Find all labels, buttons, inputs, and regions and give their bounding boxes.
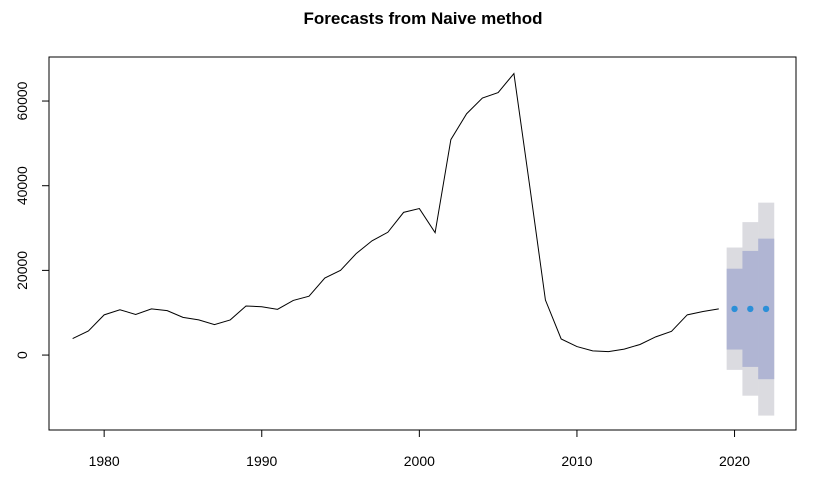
forecast-point-2020 (731, 305, 738, 313)
x-tick-label-1990: 1990 (246, 453, 277, 469)
forecast-point-2022 (762, 305, 770, 313)
x-tick-label-1980: 1980 (89, 453, 120, 469)
y-axis: 0 20000 40000 60000 (14, 81, 50, 359)
y-tick-label-40000: 40000 (14, 166, 30, 205)
y-tick-label-60000: 60000 (14, 81, 30, 120)
x-tick-label-2000: 2000 (404, 453, 435, 469)
history-series (72, 72, 719, 353)
history-line (72, 72, 719, 353)
point-forecast-series (731, 305, 770, 313)
x-tick-label-2010: 2010 (561, 453, 592, 469)
forecast-point-2021 (747, 305, 754, 313)
x-tick-label-2020: 2020 (719, 453, 750, 469)
chart-title: Forecasts from Naive method (303, 9, 542, 28)
y-tick-label-20000: 20000 (14, 251, 30, 290)
plot-frame (48, 56, 797, 431)
x-axis: 1980 1990 2000 2010 2020 (89, 429, 750, 469)
y-tick-label-0: 0 (14, 351, 30, 359)
